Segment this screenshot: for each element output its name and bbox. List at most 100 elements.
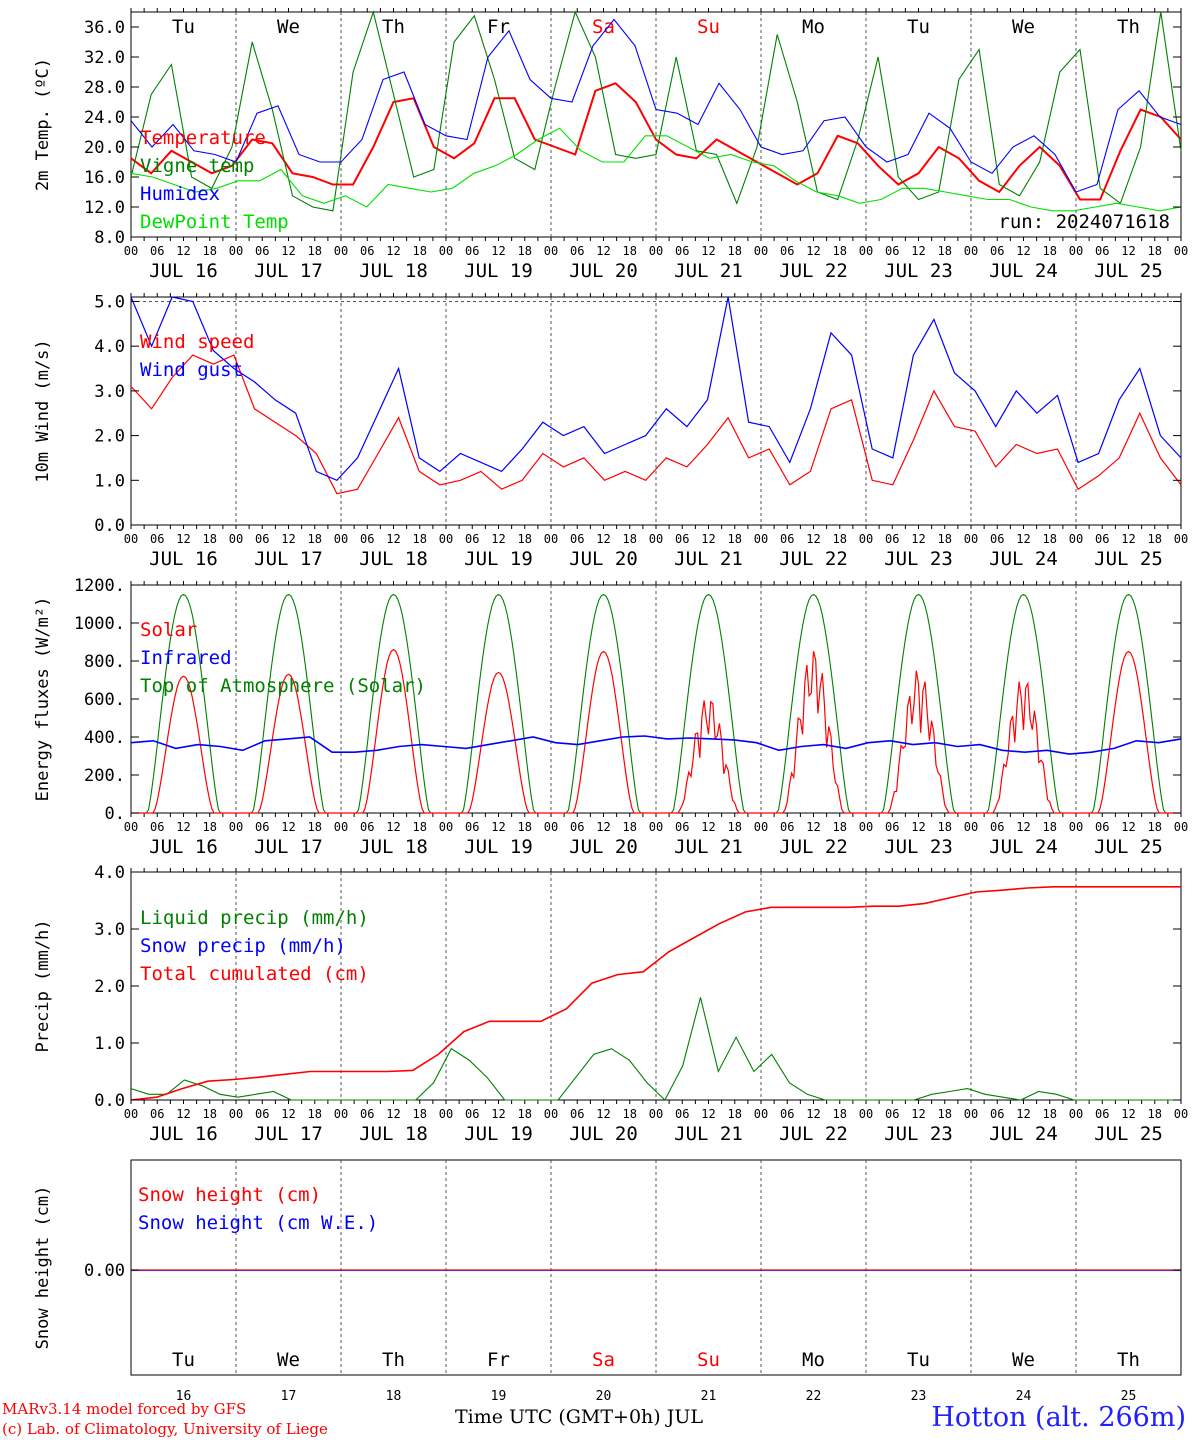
hour-tick-label: 06 <box>255 244 269 258</box>
hour-tick-label: 12 <box>701 820 715 834</box>
day-label: JUL 18 <box>359 260 428 282</box>
hour-tick-label: 18 <box>413 820 427 834</box>
weekday-label: Tu <box>172 1349 195 1371</box>
series-line-wind-speed <box>130 354 1182 495</box>
hour-tick-label: 06 <box>990 244 1004 258</box>
hour-tick-label: 18 <box>308 1107 322 1121</box>
series-line-liquid-precip <box>130 997 1181 1101</box>
hour-tick-label: 18 <box>1148 532 1162 546</box>
y-tick-label: 1.0 <box>94 471 125 491</box>
hour-tick-label: 00 <box>334 1107 348 1121</box>
hour-tick-label: 00 <box>229 820 243 834</box>
weekday-label: Su <box>697 16 720 38</box>
hour-tick-label: 12 <box>1016 532 1030 546</box>
y-tick-label: 20.0 <box>84 138 125 158</box>
day-label: JUL 16 <box>149 1123 218 1145</box>
y-tick-label: 36.0 <box>84 18 125 38</box>
legend-entry: Total cumulated (cm) <box>140 963 369 985</box>
weekday-label: Sa <box>592 1349 615 1371</box>
hour-tick-label: 18 <box>518 820 532 834</box>
day-label: JUL 19 <box>464 836 533 858</box>
legend-entry: DewPoint Temp <box>140 211 289 233</box>
hour-tick-label: 00 <box>859 820 873 834</box>
series-line-temperature <box>130 82 1182 201</box>
weekday-label: Mo <box>802 1349 825 1371</box>
hour-tick-label: 18 <box>728 820 742 834</box>
legend-entry: Top of Atmosphere (Solar) <box>140 675 426 697</box>
day-label: JUL 23 <box>884 260 953 282</box>
y-tick-label: 0. <box>105 804 125 824</box>
hour-tick-label: 12 <box>281 532 295 546</box>
hour-tick-label: 06 <box>885 820 899 834</box>
day-label: JUL 25 <box>1094 836 1163 858</box>
hour-tick-label: 06 <box>465 244 479 258</box>
hour-tick-label: 18 <box>833 532 847 546</box>
hour-tick-label: 12 <box>596 244 610 258</box>
hour-tick-label: 06 <box>1095 1107 1109 1121</box>
y-tick-label: 1200. <box>74 576 125 596</box>
hour-tick-label: 00 <box>649 820 663 834</box>
hour-tick-label: 18 <box>1148 244 1162 258</box>
hour-tick-label: 00 <box>1174 820 1188 834</box>
hour-tick-label: 12 <box>281 1107 295 1121</box>
y-tick-label: 16.0 <box>84 168 125 188</box>
y-axis-label: 2m Temp. (ºC) <box>33 58 53 191</box>
day-label: JUL 21 <box>674 1123 743 1145</box>
day-label: JUL 19 <box>464 548 533 570</box>
y-tick-label: 32.0 <box>84 48 125 68</box>
hour-tick-label: 00 <box>1174 244 1188 258</box>
hour-tick-label: 12 <box>176 532 190 546</box>
hour-tick-label: 00 <box>754 820 768 834</box>
y-tick-label: 24.0 <box>84 108 125 128</box>
run-annotation: run: 2024071618 <box>998 211 1170 233</box>
hour-tick-label: 06 <box>990 820 1004 834</box>
y-tick-label: 2.0 <box>94 427 125 447</box>
hour-tick-label: 18 <box>833 1107 847 1121</box>
hour-tick-label: 18 <box>728 244 742 258</box>
y-axis-label: Precip (mm/h) <box>33 919 53 1052</box>
hour-tick-label: 06 <box>885 532 899 546</box>
day-label: JUL 25 <box>1094 1123 1163 1145</box>
hour-tick-label: 12 <box>596 820 610 834</box>
hour-tick-label: 18 <box>308 532 322 546</box>
hour-tick-label: 06 <box>675 532 689 546</box>
day-label: JUL 19 <box>464 1123 533 1145</box>
day-label: JUL 24 <box>989 1123 1058 1145</box>
day-label: JUL 20 <box>569 260 638 282</box>
hour-tick-label: 18 <box>308 244 322 258</box>
weekday-label: Th <box>382 16 405 38</box>
legend-entry: Wind gust <box>140 359 243 381</box>
hour-tick-label: 00 <box>649 244 663 258</box>
hour-tick-label: 06 <box>885 1107 899 1121</box>
temperature-panel: Tu We Th Fr Sa Su Mo Tu We Th 36.0 32.0 28.0 24.0 20.0… <box>33 8 1188 282</box>
hour-tick-label: 00 <box>544 532 558 546</box>
hour-tick-label: 18 <box>203 244 217 258</box>
lab-credit: (c) Lab. of Climatology, University of L… <box>2 1420 328 1438</box>
hour-tick-label: 12 <box>701 244 715 258</box>
hour-tick-label: 12 <box>1016 1107 1030 1121</box>
weekday-label: Th <box>1117 1349 1140 1371</box>
hour-tick-label: 06 <box>780 532 794 546</box>
day-label: JUL 21 <box>674 548 743 570</box>
y-tick-label: 4.0 <box>94 337 125 357</box>
hour-tick-label: 00 <box>649 532 663 546</box>
hour-tick-label: 18 <box>938 532 952 546</box>
y-axis-label: Energy fluxes (W/m²) <box>33 597 53 802</box>
hour-tick-label: 06 <box>780 1107 794 1121</box>
y-tick-label: 200. <box>84 766 125 786</box>
hour-tick-label: 18 <box>1148 1107 1162 1121</box>
hour-tick-label: 12 <box>386 532 400 546</box>
hour-tick-label: 00 <box>229 244 243 258</box>
legend-entry: Temperature <box>140 127 266 149</box>
weekday-label: Th <box>1117 16 1140 38</box>
hour-tick-label: 06 <box>465 820 479 834</box>
hour-tick-label: 00 <box>334 820 348 834</box>
weekday-label: Tu <box>907 1349 930 1371</box>
hour-tick-label: 12 <box>596 1107 610 1121</box>
legend-entry: Snow height (cm W.E.) <box>138 1212 378 1234</box>
hour-tick-label: 06 <box>255 532 269 546</box>
hour-tick-label: 18 <box>413 1107 427 1121</box>
day-label: JUL 19 <box>464 260 533 282</box>
y-tick-label: 800. <box>84 652 125 672</box>
